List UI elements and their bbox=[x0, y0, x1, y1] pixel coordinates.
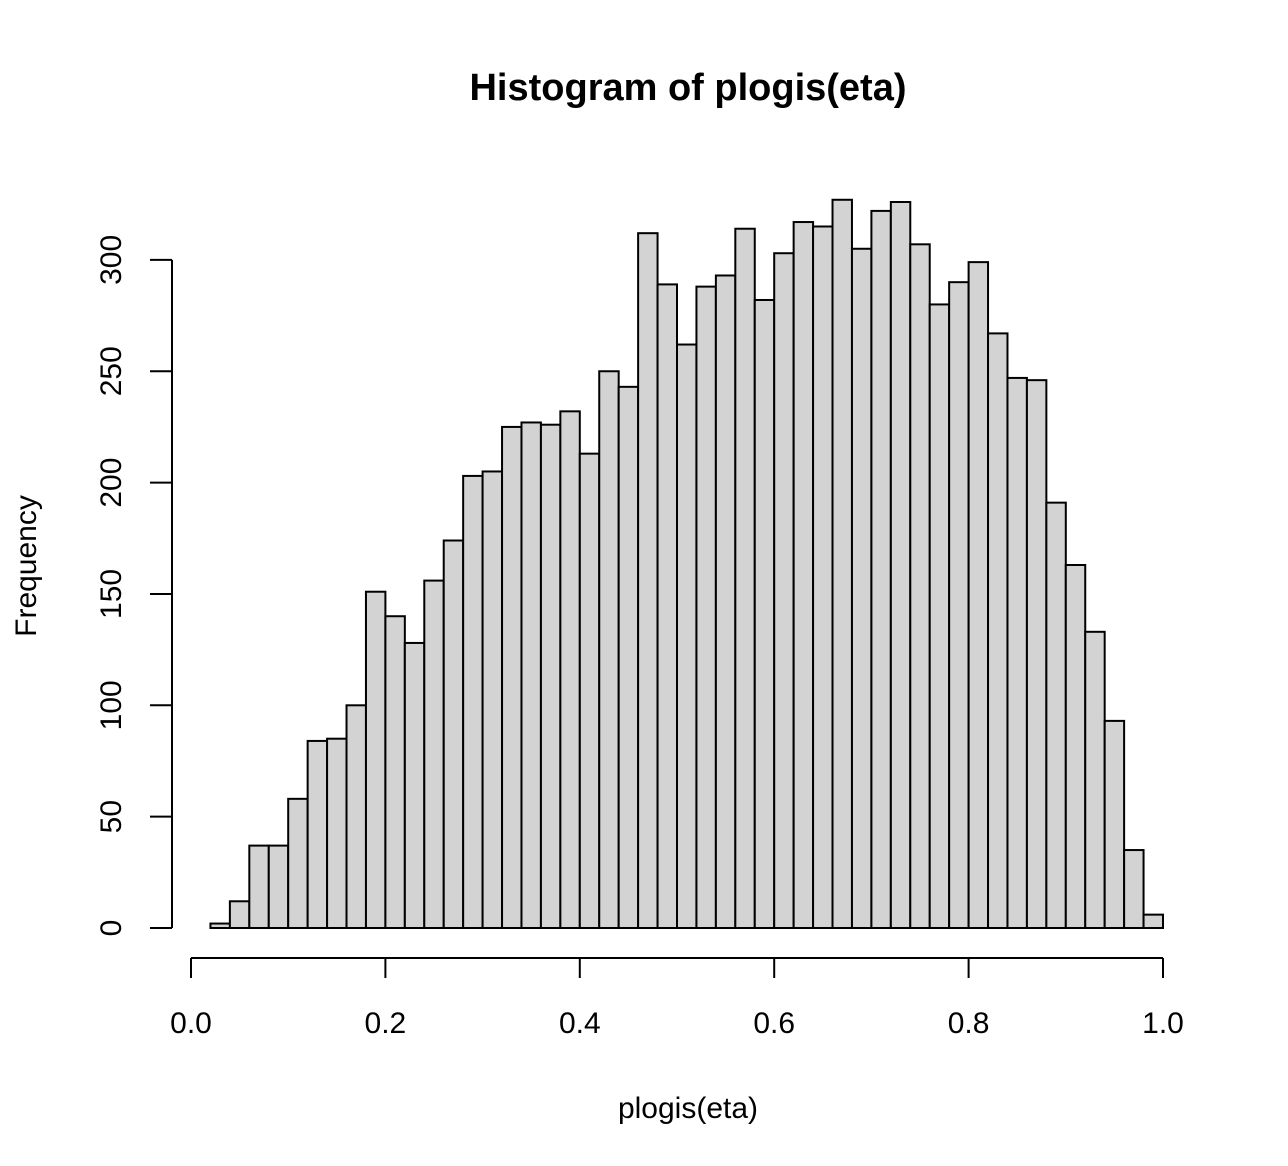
y-tick-label: 0 bbox=[95, 920, 128, 937]
histogram-bar bbox=[384, 615, 406, 929]
histogram-bar bbox=[967, 261, 990, 929]
histogram-bar bbox=[928, 303, 951, 929]
histogram-bar bbox=[1006, 376, 1028, 929]
histogram-bar bbox=[637, 232, 659, 929]
histogram-bar bbox=[326, 737, 348, 930]
histogram-bar bbox=[228, 900, 251, 930]
y-tick-label: 50 bbox=[95, 800, 128, 833]
histogram-bar bbox=[1045, 501, 1067, 929]
histogram-bar bbox=[676, 343, 698, 929]
histogram-bar bbox=[520, 421, 542, 929]
histogram-bar bbox=[598, 370, 620, 929]
y-axis-label: Frequency bbox=[10, 495, 43, 637]
x-axis: 0.0 0.2 0.4 0.6 0.8 1.0 bbox=[170, 957, 1184, 1040]
histogram-bar bbox=[248, 844, 270, 930]
histogram-bar bbox=[714, 274, 737, 929]
y-tick-label: 150 bbox=[95, 569, 128, 619]
histogram-bar bbox=[462, 474, 484, 929]
y-tick-label: 200 bbox=[95, 458, 128, 508]
histogram-bar bbox=[1084, 630, 1106, 930]
histogram-bar bbox=[948, 281, 970, 930]
x-tick-label: 0.0 bbox=[170, 1007, 212, 1040]
histogram-bar bbox=[1142, 913, 1165, 929]
histogram-bar bbox=[442, 539, 465, 929]
y-axis: 0 50 100 150 200 250 300 bbox=[95, 235, 173, 937]
x-axis-label: plogis(eta) bbox=[618, 1092, 758, 1125]
histogram-bar bbox=[539, 423, 562, 929]
histogram-bar bbox=[1025, 379, 1048, 929]
histogram-bar bbox=[695, 285, 717, 929]
histogram-bar bbox=[287, 797, 309, 929]
histogram-bar bbox=[481, 470, 504, 929]
histogram-bar bbox=[812, 225, 834, 929]
histogram-bar bbox=[306, 739, 329, 929]
histogram-bar bbox=[850, 247, 873, 929]
histogram-bar bbox=[501, 425, 523, 929]
histogram-bar bbox=[987, 332, 1009, 929]
histogram-bar bbox=[345, 704, 367, 929]
histogram-bar bbox=[423, 579, 445, 929]
histogram-bar bbox=[831, 198, 853, 929]
histogram-bar bbox=[267, 844, 290, 930]
y-tick-label: 300 bbox=[95, 235, 128, 285]
x-tick-label: 1.0 bbox=[1142, 1007, 1184, 1040]
histogram-bar bbox=[753, 298, 776, 929]
histogram-bar bbox=[403, 641, 426, 929]
histogram-bar bbox=[792, 221, 815, 929]
histogram-bar bbox=[617, 385, 640, 929]
histogram-bar bbox=[734, 227, 756, 930]
x-tick-label: 0.4 bbox=[559, 1007, 601, 1040]
histogram-bar bbox=[1123, 849, 1145, 929]
histogram-bar bbox=[656, 283, 678, 930]
histogram-bar bbox=[364, 590, 387, 930]
histogram-bar bbox=[1103, 719, 1126, 929]
bars-group bbox=[209, 198, 1165, 930]
x-tick-label: 0.8 bbox=[948, 1007, 990, 1040]
y-tick-label: 250 bbox=[95, 346, 128, 396]
histogram-bar bbox=[773, 252, 795, 929]
histogram-bar bbox=[209, 922, 231, 930]
x-tick-label: 0.6 bbox=[753, 1007, 795, 1040]
histogram-bar bbox=[889, 200, 912, 930]
chart-title: Histogram of plogis(eta) bbox=[469, 67, 906, 109]
histogram-bar bbox=[870, 209, 892, 929]
histogram-bar bbox=[909, 243, 931, 930]
histogram-bar bbox=[1064, 563, 1087, 930]
histogram-bar bbox=[559, 410, 581, 929]
y-tick-label: 100 bbox=[95, 680, 128, 730]
histogram-bar bbox=[578, 452, 601, 929]
x-tick-label: 0.2 bbox=[365, 1007, 407, 1040]
